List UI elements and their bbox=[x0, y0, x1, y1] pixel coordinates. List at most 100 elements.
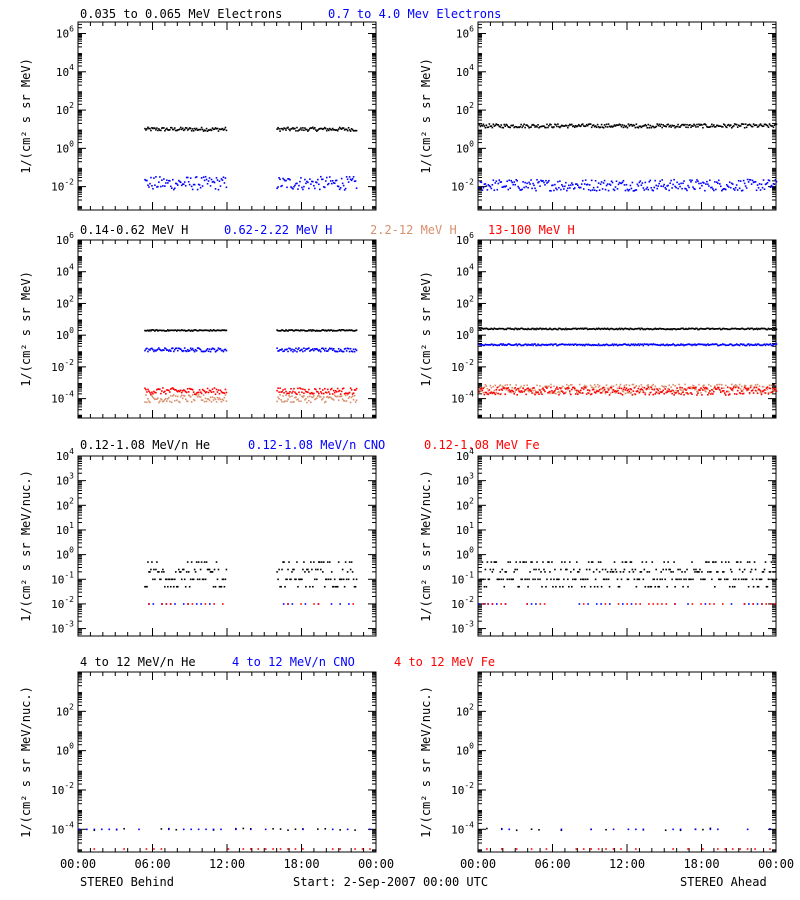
data-point bbox=[295, 347, 297, 350]
data-point bbox=[535, 125, 537, 127]
data-point bbox=[498, 344, 501, 347]
data-point bbox=[539, 185, 541, 187]
data-point bbox=[354, 329, 357, 332]
data-point bbox=[312, 393, 314, 395]
data-point bbox=[509, 390, 512, 393]
data-point bbox=[752, 328, 755, 331]
data-point bbox=[675, 578, 677, 581]
data-point bbox=[292, 127, 294, 129]
data-point bbox=[719, 344, 721, 347]
data-point bbox=[755, 386, 758, 389]
data-point bbox=[743, 344, 746, 347]
data-point bbox=[147, 350, 149, 353]
data-point bbox=[559, 126, 561, 129]
data-point bbox=[685, 126, 687, 129]
data-point bbox=[689, 578, 691, 581]
data-point bbox=[632, 571, 635, 573]
data-point bbox=[346, 347, 349, 350]
data-point bbox=[193, 350, 196, 353]
data-point bbox=[647, 327, 650, 330]
data-point bbox=[332, 585, 335, 588]
data-point bbox=[172, 394, 175, 396]
data-point bbox=[227, 848, 230, 850]
data-point bbox=[571, 343, 574, 346]
data-point bbox=[521, 391, 523, 393]
data-point bbox=[339, 578, 342, 581]
data-point bbox=[317, 568, 319, 571]
data-point bbox=[508, 179, 511, 182]
data-point bbox=[562, 328, 564, 330]
data-point bbox=[597, 343, 600, 345]
data-point bbox=[649, 343, 652, 346]
data-point bbox=[225, 568, 228, 571]
data-point bbox=[564, 561, 566, 563]
data-point bbox=[218, 585, 221, 588]
data-point bbox=[188, 349, 191, 352]
data-point bbox=[196, 396, 199, 398]
data-point bbox=[683, 328, 685, 331]
data-point bbox=[329, 347, 332, 350]
y-tick-label: 104 bbox=[456, 447, 474, 463]
data-point bbox=[315, 330, 317, 332]
data-point bbox=[332, 389, 335, 392]
data-point bbox=[526, 387, 528, 390]
series-3 bbox=[144, 387, 358, 396]
data-point bbox=[154, 391, 156, 394]
data-point bbox=[324, 180, 327, 182]
data-point bbox=[605, 343, 608, 346]
data-point bbox=[728, 393, 731, 395]
data-point bbox=[146, 127, 148, 130]
data-point bbox=[279, 330, 281, 332]
data-point bbox=[167, 397, 169, 400]
data-point bbox=[517, 327, 519, 330]
data-point bbox=[616, 328, 619, 331]
data-point bbox=[605, 384, 608, 386]
data-point bbox=[198, 395, 201, 398]
data-point bbox=[205, 828, 207, 831]
data-point bbox=[178, 571, 181, 573]
data-point bbox=[218, 392, 221, 395]
data-point bbox=[326, 350, 329, 352]
data-point bbox=[708, 561, 710, 563]
data-point bbox=[176, 390, 179, 393]
data-point bbox=[165, 578, 167, 581]
data-point bbox=[694, 571, 696, 573]
data-point bbox=[167, 349, 169, 351]
data-point bbox=[217, 188, 220, 191]
data-point bbox=[160, 828, 163, 830]
data-point bbox=[504, 185, 507, 188]
data-point bbox=[615, 343, 618, 346]
data-point bbox=[729, 343, 732, 345]
data-point bbox=[675, 186, 677, 189]
data-point bbox=[160, 578, 162, 581]
data-point bbox=[493, 392, 496, 394]
data-point bbox=[219, 398, 222, 401]
data-point bbox=[546, 182, 548, 184]
data-point bbox=[190, 561, 193, 563]
data-point bbox=[207, 350, 210, 353]
data-point bbox=[774, 387, 777, 390]
data-point bbox=[651, 343, 654, 346]
data-point bbox=[482, 392, 485, 394]
data-point bbox=[639, 125, 642, 128]
data-point bbox=[744, 344, 747, 347]
data-point bbox=[286, 329, 288, 332]
data-point bbox=[565, 343, 567, 346]
data-point bbox=[351, 350, 354, 353]
data-point bbox=[607, 578, 610, 581]
data-point bbox=[609, 344, 612, 346]
data-point bbox=[564, 125, 566, 127]
data-point bbox=[568, 124, 570, 127]
data-point bbox=[673, 343, 675, 346]
data-point bbox=[724, 384, 727, 387]
data-point bbox=[147, 388, 149, 391]
data-point bbox=[533, 343, 535, 346]
data-point bbox=[335, 350, 338, 353]
data-point bbox=[745, 578, 748, 581]
data-point bbox=[163, 178, 165, 180]
data-point bbox=[720, 328, 723, 331]
data-point bbox=[186, 329, 189, 332]
data-point bbox=[721, 390, 724, 392]
data-point bbox=[617, 344, 620, 347]
